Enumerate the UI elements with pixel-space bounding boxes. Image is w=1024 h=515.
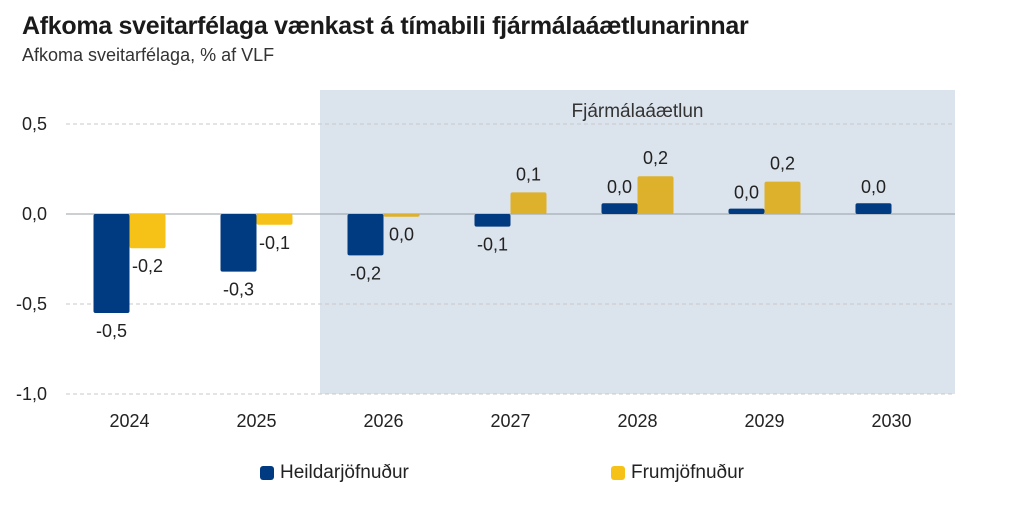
data-label-frumjofnudur: 0,0: [389, 225, 414, 245]
bar-frumjofnudur: [510, 192, 547, 214]
bar-heildarjofnudur: [347, 214, 384, 256]
x-tick-label: 2029: [744, 411, 784, 431]
data-label-heildarjofnudur: 0,0: [861, 177, 886, 197]
y-tick-label: -0,5: [16, 294, 47, 314]
bar-heildarjofnudur: [601, 203, 638, 214]
bar-frumjofnudur: [637, 176, 674, 214]
legend-label: Heildarjöfnuður: [280, 462, 409, 483]
legend-swatch: [611, 466, 625, 480]
legend-label: Frumjöfnuður: [631, 462, 744, 483]
legend-item: Frumjöfnuður: [611, 462, 744, 484]
data-label-heildarjofnudur: -0,1: [477, 235, 508, 255]
data-label-heildarjofnudur: 0,0: [607, 177, 632, 197]
bar-frumjofnudur: [256, 214, 293, 225]
legend-swatch: [260, 466, 274, 480]
bar-heildarjofnudur: [220, 214, 257, 272]
bar-heildarjofnudur: [728, 208, 765, 214]
forecast-period-band: [320, 90, 955, 394]
y-tick-label: -1,0: [16, 384, 47, 404]
legend-item: Heildarjöfnuður: [260, 462, 409, 484]
forecast-period-label: Fjármálaáætlun: [572, 101, 704, 122]
data-label-frumjofnudur: -0,2: [132, 256, 163, 276]
x-tick-label: 2028: [617, 411, 657, 431]
x-tick-label: 2027: [490, 411, 530, 431]
bar-heildarjofnudur: [474, 214, 511, 227]
chart-subtitle: Afkoma sveitarfélaga, % af VLF: [22, 45, 275, 65]
data-label-heildarjofnudur: -0,2: [350, 263, 381, 283]
y-tick-label: 0,5: [22, 114, 47, 134]
data-label-frumjofnudur: 0,2: [643, 148, 668, 168]
x-tick-label: 2024: [109, 411, 149, 431]
x-tick-label: 2026: [363, 411, 403, 431]
bar-frumjofnudur: [383, 214, 420, 217]
data-label-frumjofnudur: -0,1: [259, 233, 290, 253]
bar-frumjofnudur: [764, 181, 801, 214]
data-label-heildarjofnudur: -0,3: [223, 280, 254, 300]
bar-heildarjofnudur: [855, 203, 892, 214]
y-tick-label: 0,0: [22, 204, 47, 224]
x-tick-label: 2025: [236, 411, 276, 431]
data-label-heildarjofnudur: -0,5: [96, 321, 127, 341]
bar-frumjofnudur: [129, 214, 166, 249]
data-label-frumjofnudur: 0,2: [770, 154, 795, 174]
bar-heildarjofnudur: [93, 214, 130, 313]
chart-title: Afkoma sveitarfélaga vænkast á tímabili …: [22, 12, 749, 40]
data-label-heildarjofnudur: 0,0: [734, 183, 759, 203]
chart-legend: Heildarjöfnuður Frumjöfnuður: [0, 462, 1024, 486]
x-tick-label: 2030: [871, 411, 911, 431]
data-label-frumjofnudur: 0,1: [516, 164, 541, 184]
